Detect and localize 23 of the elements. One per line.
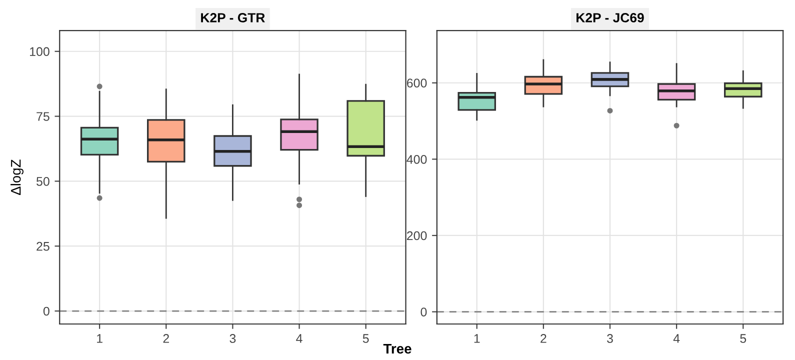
x-tick-label: 4 [673,334,680,343]
y-tick-label: 75 [36,112,50,121]
y-tick-label: 200 [406,231,427,240]
x-tick-label: 3 [230,334,236,343]
x-axis-title: Tree [383,344,412,354]
y-tick-label: 100 [30,47,50,56]
x-tick-label: 4 [296,334,302,343]
x-tick-label: 1 [474,334,480,343]
chart-title: K2P - JC69 [576,13,644,22]
x-tick-label: 3 [607,334,613,343]
y-tick-label: 50 [36,176,50,186]
x-tick-label: 2 [540,334,546,343]
y-tick-label: 600 [406,78,427,88]
y-tick-label: 0 [43,306,50,316]
y-axis-title: ΔlogZ [10,160,24,196]
chart-title: K2P - GTR [201,13,265,22]
x-tick-label: 2 [163,334,169,343]
y-tick-label: 400 [406,154,427,164]
y-tick-label: 0 [420,308,427,316]
x-tick-label: 5 [362,334,369,343]
x-tick-label: 1 [97,334,102,343]
x-tick-label: 5 [740,334,746,343]
y-tick-label: 25 [36,242,50,251]
